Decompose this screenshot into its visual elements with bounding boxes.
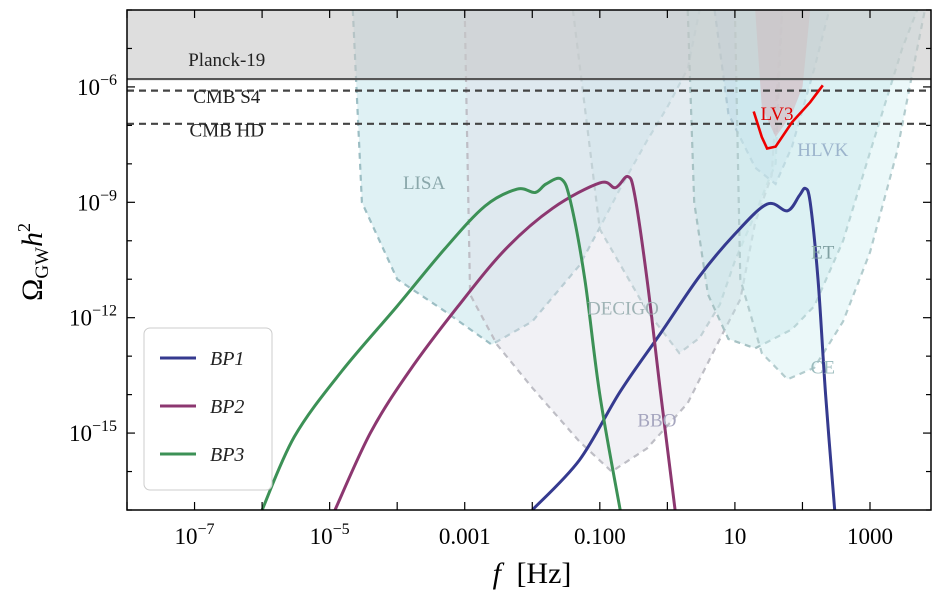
x-tick-label: 0.001	[439, 524, 491, 549]
x-axis-label: f [Hz]	[493, 557, 572, 590]
y-tick-label: 10−15	[69, 418, 117, 446]
y-axis-subscript: GW	[32, 247, 53, 279]
legend: BP1 BP2 BP3	[143, 327, 273, 491]
x-tick-label: 0.100	[574, 524, 626, 549]
bound-label-planck-19: Planck-19	[188, 50, 265, 71]
region-edge-ce	[733, 10, 926, 381]
region-label-lv3: LV3	[760, 104, 793, 125]
series-line-bp2	[333, 174, 677, 510]
planck-excluded-region	[127, 10, 931, 80]
series-line-bp3	[260, 176, 622, 510]
region-fill-et	[687, 10, 918, 349]
x-axis-variable: f	[493, 557, 505, 590]
x-tick-label: 10−7	[175, 521, 215, 549]
legend-label-bp2: BP2	[210, 396, 244, 418]
y-tick-label: 10−9	[77, 187, 117, 215]
region-fill-ce	[734, 10, 925, 380]
region-fill-bbo	[464, 10, 783, 472]
x-tick-label: 10	[723, 524, 746, 549]
legend-label-bp1: BP1	[210, 348, 244, 370]
legend-box	[143, 327, 273, 491]
region-label-lisa: LISA	[403, 173, 446, 194]
x-tick-label: 10−5	[310, 521, 350, 549]
bound-labels: Planck-19 CMB S4 CMB HD	[188, 50, 265, 141]
plot-frame	[126, 9, 932, 511]
axis-ticks	[126, 9, 931, 511]
region-fill-decigo	[572, 10, 783, 354]
region-edge-lisa	[351, 10, 701, 346]
x-axis-unit: [Hz]	[516, 557, 571, 590]
region-fill-lisa	[352, 10, 700, 345]
bound-label-cmb-s4: CMB S4	[193, 87, 261, 108]
y-tick-label: 10−12	[69, 303, 117, 331]
benchmark-series	[260, 84, 837, 510]
region-label-bbo: BBO	[637, 410, 676, 431]
region-edge-bbo	[463, 10, 784, 473]
y-tick-label: 10−6	[77, 72, 117, 100]
region-edge-decigo	[571, 10, 784, 355]
region-label-et: ET	[811, 242, 835, 263]
lv3-sensitivity-curve	[752, 84, 824, 150]
axis-tick-labels: 10−7 10−5 0.001 0.100 10 1000 10−6 10−9 10−12 10−…	[69, 72, 893, 549]
x-tick-label: 1000	[847, 524, 893, 549]
region-label-decigo: DECIGO	[587, 299, 659, 320]
legend-label-bp3: BP3	[210, 444, 244, 466]
y-axis-h: h	[16, 232, 49, 247]
y-axis-omega: Ω	[16, 279, 49, 301]
cmb-bounds	[127, 10, 931, 125]
y-axis-label: ΩGWh2	[14, 223, 53, 301]
region-label-hlvk: HLVK	[797, 140, 848, 161]
region-label-ce: CE	[811, 358, 835, 379]
series-line-bp1	[531, 186, 837, 510]
y-axis-superscript: 2	[14, 223, 34, 232]
detector-labels: LISA DECIGO BBO HLVK ET CE LV3	[403, 104, 849, 432]
region-edge-et	[686, 10, 919, 350]
bound-label-cmb-hd: CMB HD	[190, 120, 264, 141]
